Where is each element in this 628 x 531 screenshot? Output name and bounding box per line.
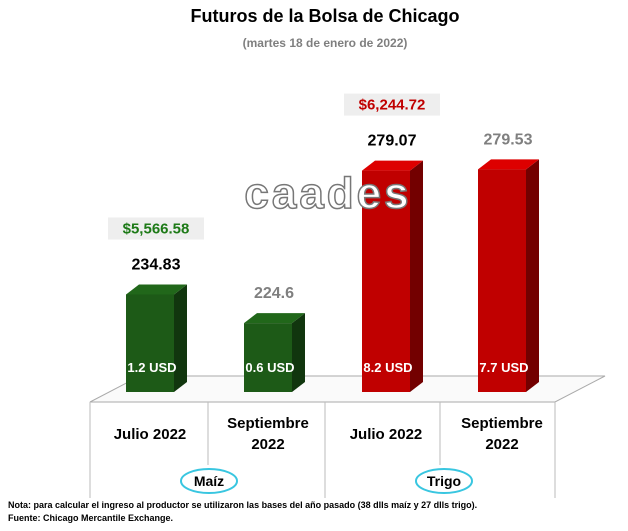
floor [89, 375, 606, 403]
x-tick-label-text: Septiembre 2022 [461, 415, 543, 453]
x-tick-label: Septiembre 2022 [461, 415, 543, 453]
inner-label: 1.2 USD [127, 360, 176, 375]
bar-side [526, 159, 539, 392]
group-label: Maíz [194, 473, 224, 489]
group-oval [415, 468, 473, 494]
separators [89, 402, 556, 498]
watermark: caades [244, 169, 411, 218]
bar-side [174, 284, 187, 392]
bar [362, 170, 410, 392]
bar-side [410, 160, 423, 392]
total-box [344, 93, 440, 116]
group-label: Trigo [427, 473, 461, 489]
chart-title: Futuros de la Bolsa de Chicago [190, 6, 459, 26]
value-label: 279.07 [368, 133, 417, 150]
inner-label: 8.2 USD [363, 360, 412, 375]
x-tick-label: Julio 2022 [113, 425, 187, 443]
bar-top [478, 159, 539, 170]
value-label: 234.83 [132, 256, 181, 273]
bar-side [292, 313, 305, 392]
note: Nota: para calcular el ingreso al produc… [8, 500, 477, 510]
group-total: $6,244.72 [359, 97, 426, 114]
bar-top [126, 284, 187, 295]
x-tick-label-text: Julio 2022 [113, 425, 187, 443]
group-oval [180, 468, 238, 494]
value-label: 224.6 [254, 285, 294, 302]
total-box [108, 217, 204, 240]
bar-top [244, 313, 305, 324]
x-tick-label: Septiembre 2022 [227, 415, 309, 453]
bar [126, 294, 174, 392]
source: Fuente: Chicago Mercantile Exchange. [8, 513, 173, 523]
chart-subtitle: (martes 18 de enero de 2022) [243, 36, 408, 50]
x-tick-label-text: Septiembre 2022 [227, 415, 309, 453]
bar [244, 323, 292, 392]
inner-label: 0.6 USD [245, 360, 294, 375]
value-label: 279.53 [484, 131, 533, 148]
inner-label: 7.7 USD [479, 360, 528, 375]
x-tick-label: Julio 2022 [349, 425, 423, 443]
group-total: $5,566.58 [123, 220, 190, 237]
x-tick-label-text: Julio 2022 [349, 425, 423, 443]
bar-top [362, 160, 423, 171]
bar [478, 169, 526, 392]
